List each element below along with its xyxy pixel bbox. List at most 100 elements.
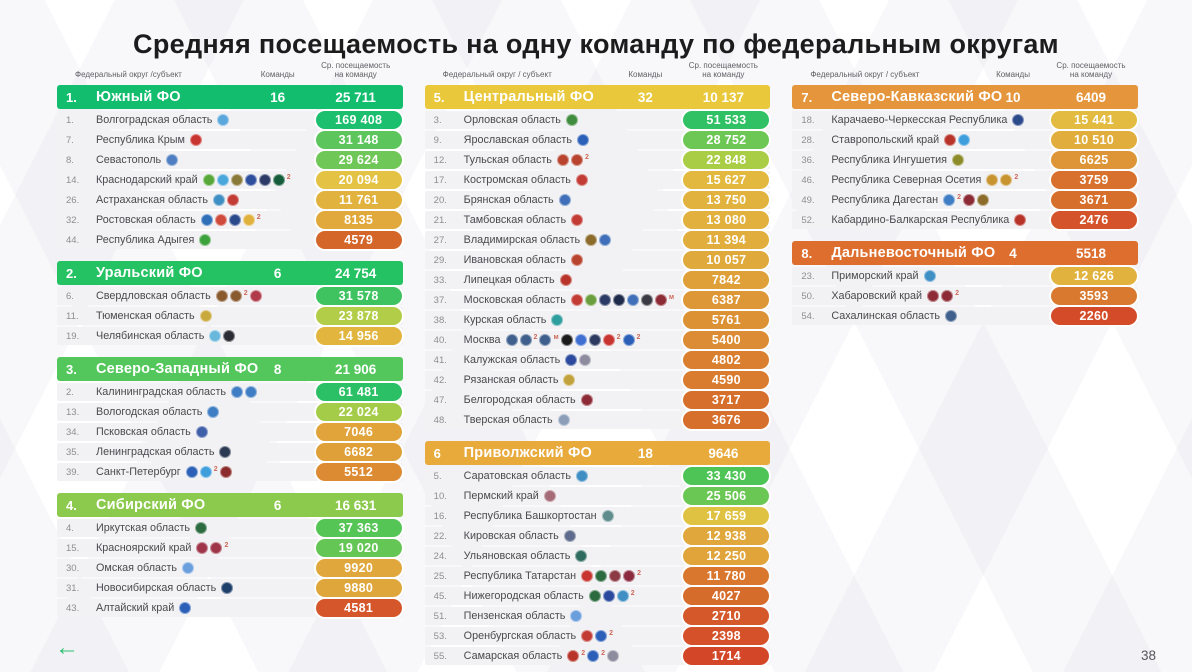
region-name: Костромская область: [463, 174, 571, 186]
region-rank: 28.: [801, 134, 815, 146]
region-rank: 17.: [433, 174, 447, 186]
region-column-label: Федеральный округ /субъект: [75, 70, 182, 79]
attendance-badge: 29 624: [315, 151, 402, 169]
region-name: Республика Крым: [96, 134, 185, 146]
team-logo-icon: [505, 334, 518, 346]
attendance-badge: 6682: [315, 443, 402, 461]
team-logo-icon: [567, 650, 580, 662]
attendance-badge: 22 848: [683, 151, 770, 169]
team-logos: [166, 154, 180, 166]
attendance-badge: 23 878: [315, 307, 402, 325]
region-row: 50. Хабаровский край 2 3593: [792, 287, 1139, 305]
region-row: 24. Ульяновская область 12 250: [424, 547, 771, 565]
team-logo-icon: [941, 290, 954, 302]
region-rank: 45.: [433, 590, 447, 602]
team-logos: [576, 134, 591, 146]
team-logo-icon: [607, 650, 620, 662]
attendance-badge: 37 363: [315, 519, 402, 537]
district-table: 7. Северо-Кавказский ФО 10 6409 18. Карачаево…: [792, 85, 1139, 229]
team-logos: [575, 174, 590, 186]
team-logo-icon: [1014, 214, 1027, 226]
attendance-badge: 9880: [315, 579, 402, 597]
district-rank: 5.: [433, 89, 445, 105]
region-name: Саратовская область: [463, 470, 571, 482]
team-logo-icon: [602, 590, 615, 602]
attendance-badge: 12 938: [683, 527, 770, 545]
attendance-badge: 8135: [315, 211, 402, 229]
region-name: Кабардино-Балкарская Республика: [831, 214, 1010, 226]
teams-column-label: Команды: [996, 70, 1030, 79]
district-team-count: 6: [273, 265, 282, 281]
attendance-badge: 6625: [1051, 151, 1138, 169]
region-row: 39. Санкт-Петербург 2 5512: [57, 463, 403, 481]
region-rank: 5.: [433, 470, 442, 482]
district-rank: 8.: [801, 245, 813, 261]
team-logo-icon: [556, 154, 569, 166]
region-row: 17. Костромская область 15 627: [424, 171, 771, 189]
team-logo-icon: [923, 270, 936, 282]
team-logo-icon: [551, 314, 564, 326]
region-name: Карачаево-Черкесская Республика: [831, 114, 1008, 126]
team-logo-count-suffix: 2: [616, 333, 621, 341]
region-rank: 22.: [433, 530, 447, 542]
teams-column-label: Команды: [260, 70, 295, 79]
region-row: 44. Республика Адыгея 4579: [57, 231, 403, 249]
region-name: Московская область: [463, 294, 566, 306]
team-logos: [179, 602, 193, 614]
region-name: Калининградская область: [96, 386, 227, 398]
region-row: 49. Республика Дагестан 2 3671: [792, 191, 1139, 209]
region-name: Санкт-Петербург: [96, 466, 181, 478]
attendance-badge: 5512: [315, 463, 402, 481]
attendance-badge: 11 780: [683, 567, 770, 585]
region-name: Приморский край: [831, 270, 919, 282]
region-row: 9. Ярославская область 28 752: [424, 131, 771, 149]
page-title: Средняя посещаемость на одну команду по …: [133, 29, 1059, 60]
team-logo-count-suffix: 2: [636, 333, 641, 341]
team-logos: [195, 522, 209, 534]
back-arrow-icon[interactable]: ←: [55, 634, 79, 661]
team-logo-icon: [579, 354, 592, 366]
team-logo-icon: [585, 234, 598, 246]
attendance-badge: 33 430: [683, 467, 770, 485]
region-column-label: Федеральный округ / субъект: [442, 70, 552, 79]
district-avg-attendance: 5518: [1075, 245, 1107, 261]
team-logo-icon: [595, 570, 608, 582]
attendance-column-label: Ср. посещаемость на команду: [309, 61, 403, 80]
team-logo-count-suffix: 2: [1014, 173, 1019, 181]
team-logo-icon: [1000, 174, 1013, 186]
region-rank: 50.: [801, 290, 815, 302]
team-logo-icon: [231, 386, 244, 398]
region-rank: 14.: [66, 174, 80, 186]
region-name: Новосибирская область: [96, 582, 217, 594]
team-logo-icon: [570, 254, 583, 266]
team-logo-icon: [587, 650, 600, 662]
region-rank: 52.: [801, 214, 815, 226]
team-logo-icon: [196, 542, 209, 554]
region-rank: 34.: [66, 426, 80, 438]
attendance-badge: 15 627: [683, 171, 770, 189]
attendance-badge: 4590: [683, 371, 770, 389]
district-header-row: 3. Северо-Западный ФО 8 21 906: [57, 357, 403, 381]
attendance-badge: 4027: [683, 587, 770, 605]
team-logo-icon: [565, 114, 578, 126]
columns-container: Федеральный округ /субъект Команды Ср. пос…: [57, 60, 1139, 672]
team-logo-icon: [616, 590, 629, 602]
region-row: 30. Омская область 9920: [57, 559, 403, 577]
team-logos: [543, 490, 558, 502]
region-name: Хабаровский край: [831, 290, 923, 302]
district-avg-attendance: 9646: [708, 445, 739, 461]
attendance-label-line1: Ср. посещаемость: [321, 60, 391, 70]
region-rank: 48.: [433, 414, 447, 426]
attendance-badge: 19 020: [315, 539, 402, 557]
district-table: 1. Южный ФО 16 25 711 1. Волгоградская област…: [57, 85, 403, 249]
team-logo-icon: [249, 290, 262, 302]
team-logo-icon: [559, 274, 572, 286]
district-team-count: 32: [637, 89, 653, 105]
team-logo-icon: [223, 330, 236, 342]
region-rank: 8.: [66, 154, 74, 166]
team-logos: [558, 194, 573, 206]
region-rank: 31.: [66, 582, 80, 594]
team-logos: [563, 530, 578, 542]
